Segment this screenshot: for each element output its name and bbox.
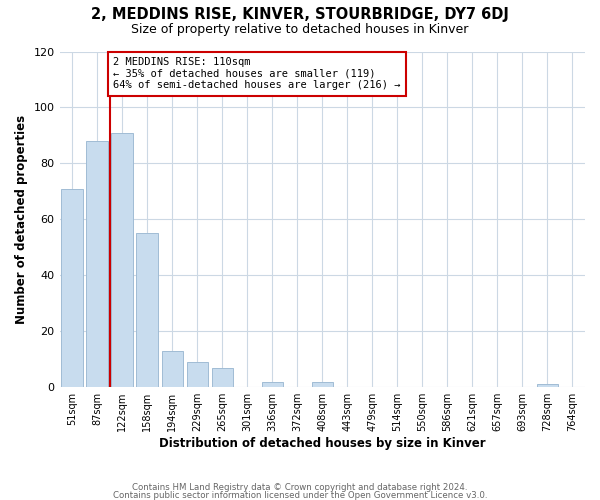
Bar bbox=[136, 234, 158, 387]
Text: 2 MEDDINS RISE: 110sqm
← 35% of detached houses are smaller (119)
64% of semi-de: 2 MEDDINS RISE: 110sqm ← 35% of detached… bbox=[113, 57, 401, 90]
Bar bbox=[86, 141, 108, 387]
Bar bbox=[537, 384, 558, 387]
Bar bbox=[262, 382, 283, 387]
Text: Contains HM Land Registry data © Crown copyright and database right 2024.: Contains HM Land Registry data © Crown c… bbox=[132, 484, 468, 492]
Bar bbox=[112, 132, 133, 387]
Bar bbox=[311, 382, 333, 387]
Bar bbox=[61, 188, 83, 387]
X-axis label: Distribution of detached houses by size in Kinver: Distribution of detached houses by size … bbox=[159, 437, 485, 450]
Bar bbox=[187, 362, 208, 387]
Text: 2, MEDDINS RISE, KINVER, STOURBRIDGE, DY7 6DJ: 2, MEDDINS RISE, KINVER, STOURBRIDGE, DY… bbox=[91, 8, 509, 22]
Bar bbox=[212, 368, 233, 387]
Text: Size of property relative to detached houses in Kinver: Size of property relative to detached ho… bbox=[131, 22, 469, 36]
Y-axis label: Number of detached properties: Number of detached properties bbox=[15, 115, 28, 324]
Text: Contains public sector information licensed under the Open Government Licence v3: Contains public sector information licen… bbox=[113, 490, 487, 500]
Bar bbox=[161, 351, 183, 387]
